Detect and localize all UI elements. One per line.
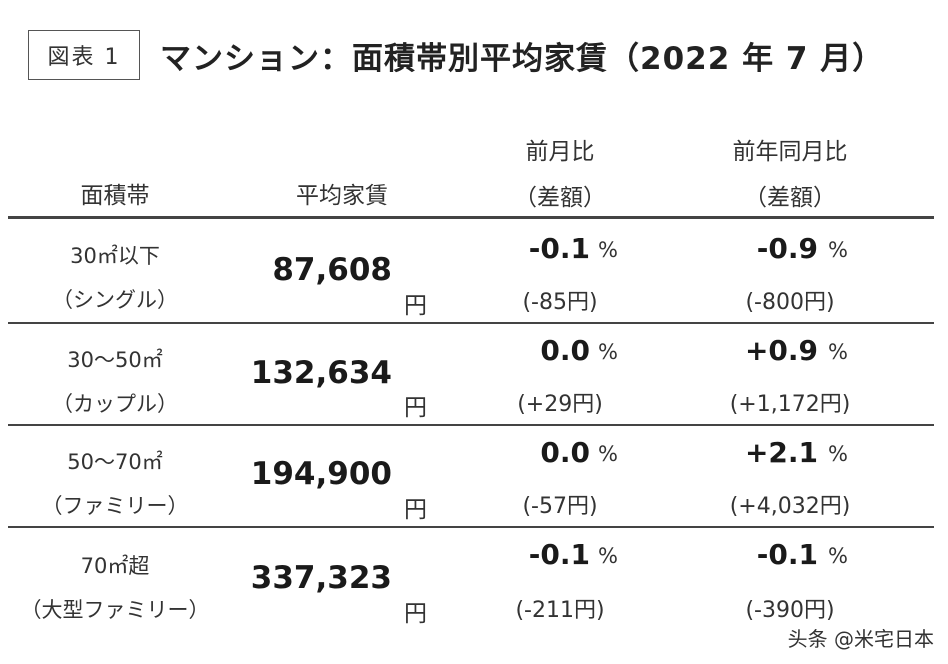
area-label: 30㎡以下 xyxy=(70,244,160,268)
rent-unit: 円 xyxy=(404,395,427,421)
mom-pct: -0.1 xyxy=(528,232,590,265)
header-yoy-sub: （差額） xyxy=(744,185,836,211)
rent-unit: 円 xyxy=(404,601,427,627)
header-area: 面積帯 xyxy=(80,183,150,209)
area-type: （ファミリー） xyxy=(41,494,189,518)
area-type: （シングル） xyxy=(52,288,178,312)
yoy-pct: -0.9 xyxy=(756,232,818,265)
table-title: マンション：面積帯別平均家賃（2022 年 7 月） xyxy=(160,40,885,77)
mom-diff: (-85円) xyxy=(522,290,598,315)
rent-value: 132,634 xyxy=(250,355,392,391)
area-label: 70㎡超 xyxy=(80,554,150,578)
mom-pct-unit: % xyxy=(598,442,618,466)
area-type: （大型ファミリー） xyxy=(20,598,210,622)
row-divider xyxy=(8,322,934,324)
row-divider xyxy=(8,424,934,426)
header-rent: 平均家賃 xyxy=(296,183,388,209)
yoy-diff: (+1,172円) xyxy=(729,392,851,417)
yoy-diff: (+4,032円) xyxy=(729,494,851,519)
yoy-pct: +2.1 xyxy=(744,436,818,469)
rent-unit: 円 xyxy=(404,497,427,523)
header-divider xyxy=(8,216,934,219)
header-yoy-title: 前年同月比 xyxy=(732,139,848,165)
header-mom-title: 前月比 xyxy=(525,139,595,165)
yoy-pct-unit: % xyxy=(828,442,848,466)
yoy-pct-unit: % xyxy=(828,238,848,262)
mom-pct: 0.0 xyxy=(540,334,590,367)
mom-pct: -0.1 xyxy=(528,538,590,571)
rent-value: 87,608 xyxy=(272,252,392,288)
rent-value: 337,323 xyxy=(250,560,392,596)
figure-label: 図表 1 xyxy=(28,30,140,80)
area-label: 30〜50㎡ xyxy=(67,348,163,372)
source-watermark: 头条 @米宅日本 xyxy=(787,627,934,651)
yoy-diff: (-390円) xyxy=(745,598,835,623)
yoy-pct: +0.9 xyxy=(744,334,818,367)
area-type: （カップル） xyxy=(52,392,178,416)
mom-diff: (-57円) xyxy=(522,494,598,519)
yoy-diff: (-800円) xyxy=(745,290,835,315)
mom-pct: 0.0 xyxy=(540,436,590,469)
row-divider xyxy=(8,526,934,528)
mom-pct-unit: % xyxy=(598,238,618,262)
rent-value: 194,900 xyxy=(250,456,392,492)
mom-diff: (-211円) xyxy=(515,598,605,623)
mom-pct-unit: % xyxy=(598,340,618,364)
yoy-pct-unit: % xyxy=(828,544,848,568)
mom-diff: (+29円) xyxy=(517,392,603,417)
yoy-pct-unit: % xyxy=(828,340,848,364)
area-label: 50〜70㎡ xyxy=(67,450,163,474)
yoy-pct: -0.1 xyxy=(756,538,818,571)
rent-unit: 円 xyxy=(404,293,427,319)
header-mom-sub: （差額） xyxy=(514,185,606,211)
mom-pct-unit: % xyxy=(598,544,618,568)
